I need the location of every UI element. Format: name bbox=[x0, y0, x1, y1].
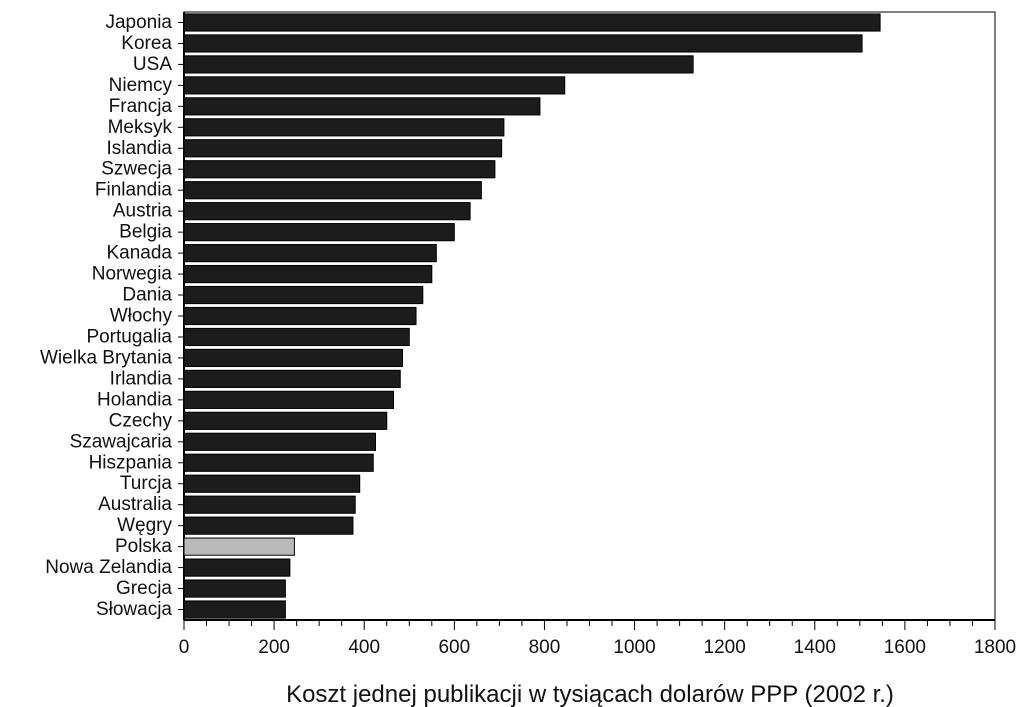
category-label-5: Meksyk bbox=[108, 117, 173, 138]
bar-21 bbox=[183, 453, 374, 472]
category-label-23: Australia bbox=[98, 494, 172, 515]
category-label-6: Islandia bbox=[107, 138, 173, 159]
bar-16 bbox=[183, 348, 404, 368]
bar-4 bbox=[183, 97, 541, 116]
category-label-18: Holandia bbox=[97, 389, 172, 410]
bar-12 bbox=[183, 264, 433, 284]
category-label-19: Czechy bbox=[109, 410, 173, 431]
category-labels: JaponiaKoreaUSANiemcyFrancjaMeksykIsland… bbox=[40, 12, 184, 620]
bars-group bbox=[183, 13, 881, 619]
bar-10 bbox=[183, 223, 455, 242]
category-label-1: Korea bbox=[121, 33, 172, 54]
category-label-26: Nowa Zelandia bbox=[45, 557, 172, 578]
category-label-11: Kanada bbox=[106, 243, 172, 264]
bar-5 bbox=[183, 118, 505, 137]
bar-15 bbox=[183, 327, 410, 347]
bar-13 bbox=[183, 285, 424, 305]
category-label-2: USA bbox=[133, 54, 172, 75]
bar-19 bbox=[183, 411, 388, 430]
category-label-4: Francja bbox=[109, 96, 173, 117]
x-axis-title: Koszt jednej publikacji w tysiącach dola… bbox=[286, 681, 894, 707]
category-label-13: Dania bbox=[122, 285, 172, 306]
bar-23 bbox=[183, 495, 356, 514]
category-label-28: Słowacja bbox=[96, 599, 172, 620]
x-tick-label-6: 1200 bbox=[704, 637, 746, 658]
bar-14 bbox=[183, 306, 417, 326]
bar-28 bbox=[183, 600, 286, 619]
category-label-24: Węgry bbox=[117, 515, 172, 536]
x-axis: 0 200 400 600 800 1000 1200 1400 1600 1800 bbox=[179, 619, 1016, 658]
category-label-7: Szwecja bbox=[101, 159, 172, 180]
x-tick-label-7: 1400 bbox=[794, 637, 836, 658]
x-tick-label-4: 800 bbox=[529, 637, 561, 658]
x-tick-label-2: 400 bbox=[348, 637, 380, 658]
x-tick-label-0: 0 bbox=[179, 637, 190, 658]
bar-9 bbox=[183, 202, 471, 221]
bar-20 bbox=[183, 432, 376, 451]
category-label-14: Włochy bbox=[110, 306, 173, 327]
bar-8 bbox=[183, 181, 482, 200]
category-label-17: Irlandia bbox=[110, 368, 173, 389]
bar-22 bbox=[183, 474, 361, 493]
bar-7 bbox=[183, 160, 496, 179]
x-tick-label-8: 1600 bbox=[884, 637, 926, 658]
bar-3 bbox=[183, 76, 566, 95]
category-label-15: Portugalia bbox=[86, 326, 172, 347]
bar-2 bbox=[183, 55, 694, 74]
x-tick-label-1: 200 bbox=[258, 637, 290, 658]
x-tick-label-5: 1000 bbox=[613, 637, 655, 658]
x-tick-label-3: 600 bbox=[438, 637, 470, 658]
category-label-10: Belgia bbox=[119, 222, 172, 243]
category-label-22: Turcja bbox=[120, 473, 173, 494]
category-label-20: Szawajcaria bbox=[70, 431, 173, 452]
bar-11 bbox=[183, 244, 437, 263]
bar-1 bbox=[183, 34, 863, 53]
bar-0 bbox=[183, 13, 881, 32]
category-label-16: Wielka Brytania bbox=[40, 347, 172, 368]
bar-25 bbox=[183, 537, 295, 556]
bar-27 bbox=[183, 579, 286, 598]
category-label-27: Grecja bbox=[116, 578, 172, 599]
bar-18 bbox=[183, 390, 395, 409]
category-label-21: Hiszpania bbox=[89, 452, 173, 473]
category-label-25: Polska bbox=[115, 536, 172, 557]
bar-24 bbox=[183, 516, 354, 535]
bar-6 bbox=[183, 139, 503, 158]
category-label-9: Austria bbox=[113, 201, 173, 222]
category-label-0: Japonia bbox=[105, 12, 172, 33]
category-label-12: Norwegia bbox=[92, 264, 173, 285]
category-label-8: Finlandia bbox=[95, 180, 173, 201]
bar-17 bbox=[183, 369, 401, 388]
category-label-3: Niemcy bbox=[109, 75, 173, 96]
x-tick-label-9: 1800 bbox=[974, 637, 1016, 658]
bar-26 bbox=[183, 558, 291, 577]
